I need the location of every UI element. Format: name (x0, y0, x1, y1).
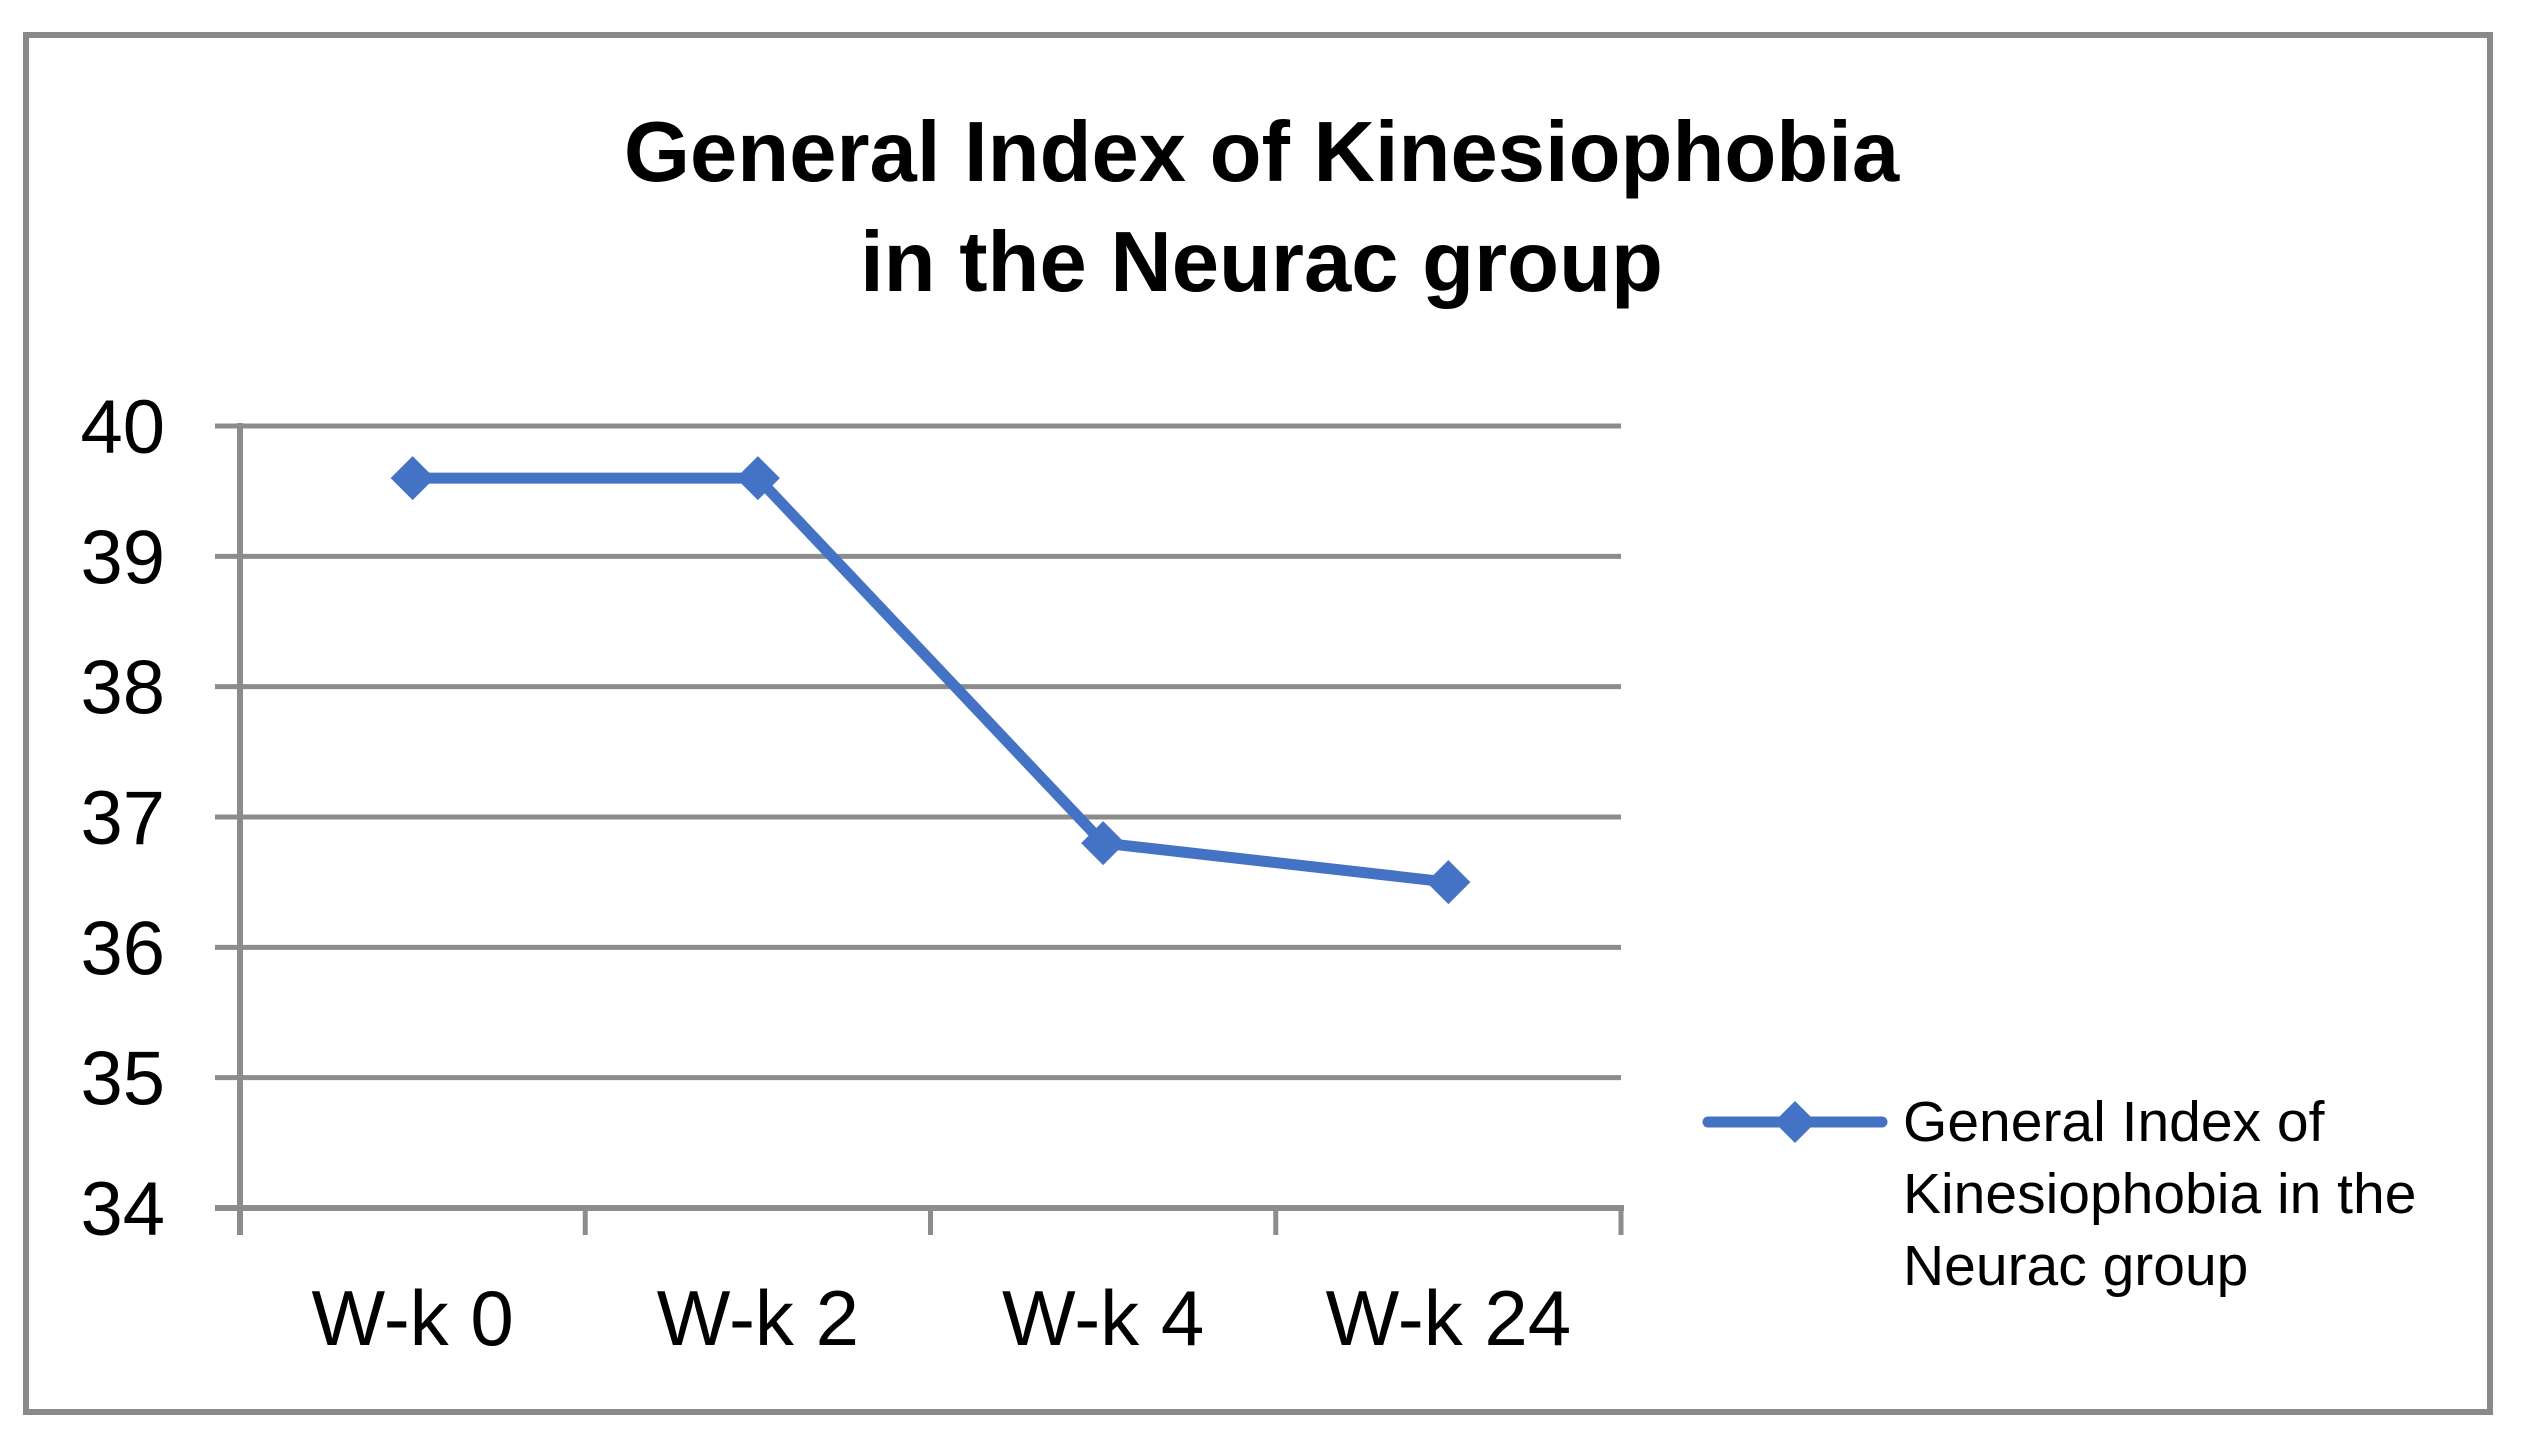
chart-title-line-2: in the Neurac group (860, 215, 1663, 310)
chart-title: General Index of Kinesiophobia in the Ne… (0, 98, 2523, 318)
y-tick-label: 38 (80, 646, 165, 731)
data-point-marker (1081, 821, 1126, 866)
data-point-marker (1426, 860, 1471, 905)
y-tick-label: 36 (80, 906, 165, 991)
legend-label-line-2: Kinesiophobia in the (1903, 1162, 2417, 1226)
y-tick-label: 39 (80, 515, 165, 600)
y-tick-label: 35 (80, 1037, 165, 1122)
legend-diamond-icon (1774, 1101, 1816, 1143)
y-tick-label: 40 (80, 385, 165, 470)
x-tick-label: W-k 2 (657, 1274, 859, 1362)
chart-border (23, 32, 2493, 1415)
x-tick-label: W-k 0 (312, 1274, 514, 1362)
data-point-marker (390, 456, 435, 501)
legend-label-line-3: Neurac group (1903, 1234, 2249, 1298)
legend: General Index of Kinesiophobia in the Ne… (1702, 1086, 2416, 1302)
chart-title-line-1: General Index of Kinesiophobia (623, 105, 1900, 200)
series-line (412, 472, 1449, 888)
legend-label-line-1: General Index of (1903, 1090, 2325, 1154)
y-tick-label: 37 (80, 776, 165, 861)
x-tick-label: W-k 4 (1002, 1274, 1204, 1362)
x-tick-label: W-k 24 (1326, 1274, 1572, 1362)
legend-series-marker-icon (1702, 1101, 1888, 1143)
legend-label: General Index of Kinesiophobia in the Ne… (1903, 1086, 2416, 1302)
data-point-marker (735, 456, 780, 501)
y-tick-label: 34 (80, 1167, 165, 1252)
